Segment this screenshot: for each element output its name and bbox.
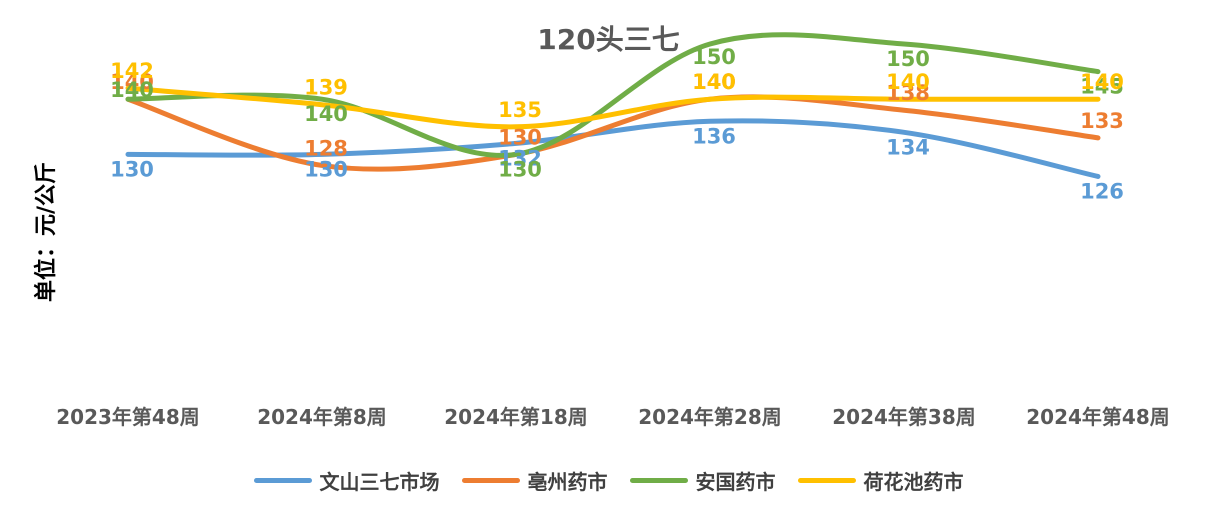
- data-label: 130: [498, 125, 542, 149]
- legend-label: 文山三七市场: [319, 470, 440, 494]
- data-label: 138: [886, 81, 930, 105]
- data-label: 132: [498, 146, 542, 170]
- x-tick-label: 2023年第48周: [56, 405, 200, 429]
- data-label: 130: [498, 157, 542, 181]
- data-label: 140: [110, 70, 154, 94]
- legend-swatch: [797, 478, 856, 483]
- data-label: 139: [304, 76, 348, 100]
- data-label: 135: [498, 98, 542, 122]
- legend-label: 荷花池药市: [863, 470, 964, 494]
- legend-swatch: [461, 478, 520, 483]
- data-label: 140: [692, 70, 736, 94]
- x-tick-label: 2024年第38周: [832, 405, 976, 429]
- data-label: 136: [692, 124, 736, 148]
- legend-label: 安国药市: [695, 470, 776, 494]
- legend-item: 亳州药市: [461, 466, 608, 495]
- legend-swatch: [629, 478, 688, 483]
- series-line-3: [125, 85, 1101, 130]
- legend-swatch: [253, 478, 312, 483]
- data-label: 130: [304, 157, 348, 181]
- data-label: 126: [1080, 179, 1124, 203]
- data-label: 133: [1080, 109, 1124, 133]
- legend-item: 安国药市: [629, 466, 776, 495]
- data-label: 150: [886, 47, 930, 71]
- data-label: 145: [1080, 75, 1124, 99]
- series-line-0: [125, 118, 1101, 179]
- data-label: 140: [304, 102, 348, 126]
- legend-label: 亳州药市: [527, 470, 608, 494]
- data-label: 140: [110, 78, 154, 102]
- data-label: 134: [886, 135, 930, 159]
- data-label: 128: [304, 136, 348, 160]
- x-tick-label: 2024年第8周: [257, 405, 387, 429]
- data-label: 142: [110, 59, 154, 83]
- data-label: 140: [1080, 70, 1124, 94]
- chart-title: 120头三七: [537, 23, 680, 56]
- data-label: 140: [692, 70, 736, 94]
- data-label: 130: [110, 157, 154, 181]
- x-tick-label: 2024年第18周: [444, 405, 588, 429]
- legend-item: 文山三七市场: [253, 466, 440, 495]
- x-tick-label: 2024年第48周: [1026, 405, 1170, 429]
- legend: 文山三七市场 亳州药市 安国药市 荷花池药市: [0, 466, 1217, 495]
- data-label: 140: [886, 70, 930, 94]
- series-line-2: [125, 32, 1101, 158]
- legend-item: 荷花池药市: [797, 466, 964, 495]
- x-tick-label: 2024年第28周: [638, 405, 782, 429]
- series-line-1: [125, 94, 1101, 172]
- data-label: 150: [692, 45, 736, 69]
